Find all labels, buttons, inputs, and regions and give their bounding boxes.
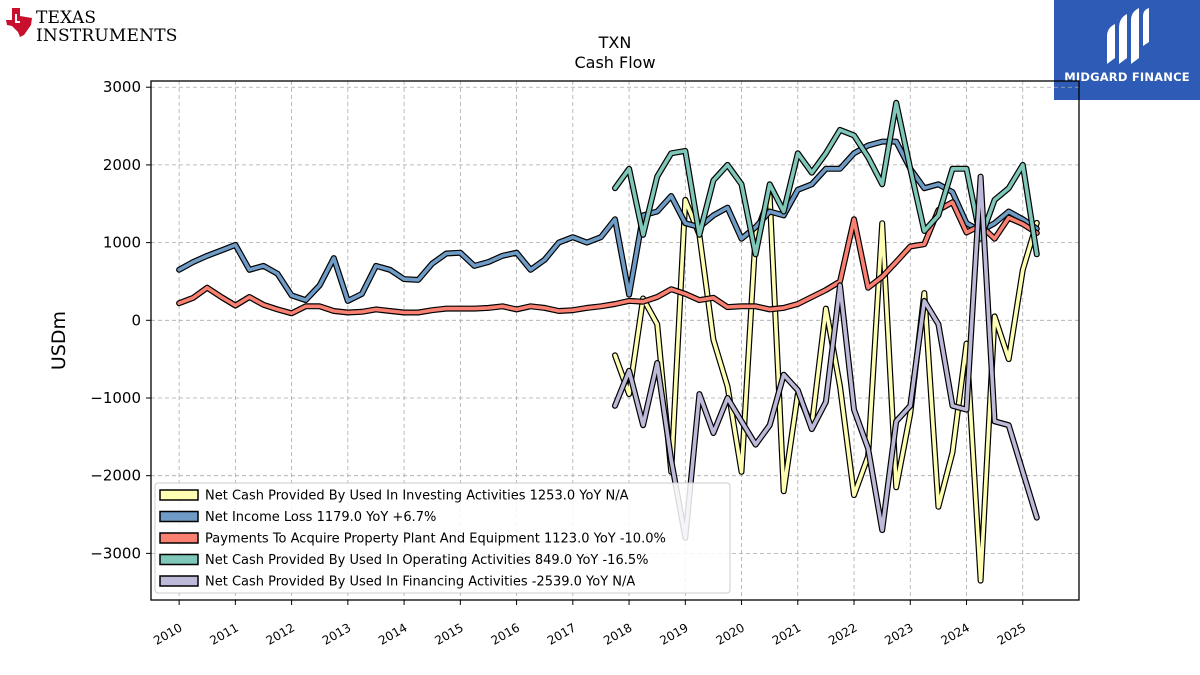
midgard-emblem-icon (1107, 8, 1149, 64)
texas-instruments-logo: TEXAS INSTRUMENTS (6, 6, 177, 54)
x-tick-label: 2013 (320, 620, 353, 647)
x-tick-label: 2011 (207, 620, 240, 647)
series-line-3 (176, 199, 1040, 317)
x-tick-label: 2012 (264, 620, 297, 647)
ti-logo-line2: INSTRUMENTS (36, 26, 178, 46)
y-tick-label: 1000 (103, 234, 141, 252)
legend-entry: Payments To Acquire Property Plant And E… (205, 532, 666, 547)
legend-box (154, 482, 731, 594)
series-line-2 (176, 138, 1040, 304)
x-tick-label: 2016 (489, 620, 522, 647)
x-tick-label: 2019 (657, 620, 690, 647)
series-line-stroke (177, 200, 1039, 316)
y-tick-label: 0 (131, 311, 141, 329)
texas-state-icon (6, 8, 32, 37)
midgard-finance-logo: MIDGARD FINANCE (1054, 0, 1200, 100)
y-axis-label: USDm (48, 311, 70, 370)
ti-logo-line1: TEXAS (36, 8, 97, 28)
legend: Net Cash Provided By Used In Investing A… (154, 482, 731, 594)
chart-title: TXN (598, 33, 632, 52)
y-tick-label: 2000 (103, 156, 141, 174)
series-line-stroke (177, 139, 1039, 303)
legend-swatch (159, 510, 199, 523)
legend-swatch (159, 489, 199, 501)
x-tick-label: 2020 (714, 620, 747, 647)
legend-entry: Net Cash Provided By Used In Investing A… (205, 489, 629, 504)
y-tick-label: −2000 (90, 467, 141, 485)
x-axis-ticks: 2010 2011 2012 2013 2014 2015 2016 2017 2018 2019… (151, 600, 1028, 648)
x-tick-label: 2017 (545, 620, 578, 647)
series-line-stroke (613, 194, 1039, 583)
legend-swatch (159, 575, 199, 587)
x-tick-label: 2023 (882, 620, 915, 647)
x-tick-label: 2024 (939, 620, 972, 647)
x-tick-label: 2025 (995, 620, 1028, 647)
x-tick-label: 2021 (770, 620, 803, 647)
series-line-stroke (613, 101, 1039, 257)
y-tick-label: −1000 (90, 389, 141, 407)
x-tick-label: 2014 (376, 620, 409, 647)
chart-subtitle: Cash Flow (574, 53, 655, 72)
legend-entry: Net Income Loss 1179.0 YoY +6.7% (205, 510, 436, 525)
y-tick-label: −3000 (90, 544, 141, 562)
x-tick-label: 2022 (826, 620, 859, 647)
x-tick-label: 2018 (601, 620, 634, 647)
plot-area-frame (150, 80, 1080, 601)
y-axis-ticks: −3000 −2000 −1000 0 1000 2000 3000 (90, 78, 151, 562)
legend-swatch (159, 553, 199, 566)
x-tick-label: 2010 (151, 620, 184, 647)
legend-swatch (159, 532, 199, 544)
y-tick-label: 3000 (103, 78, 141, 96)
x-tick-label: 2015 (432, 620, 465, 647)
series-line-4 (612, 99, 1040, 258)
midgard-finance-label: MIDGARD FINANCE (1064, 70, 1190, 84)
legend-entry: Net Cash Provided By Used In Operating A… (205, 553, 648, 568)
legend-entry: Net Cash Provided By Used In Financing A… (205, 575, 635, 590)
series-line-1 (612, 193, 1040, 584)
